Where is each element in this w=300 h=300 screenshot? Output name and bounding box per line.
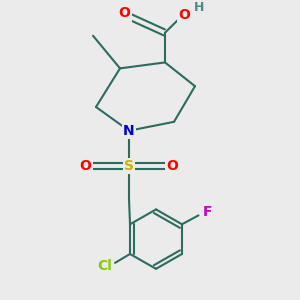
Text: O: O — [167, 159, 178, 173]
Text: O: O — [118, 6, 130, 20]
Text: F: F — [203, 206, 212, 219]
Text: O: O — [178, 8, 190, 22]
Text: O: O — [80, 159, 92, 173]
Text: H: H — [194, 1, 205, 14]
Text: S: S — [124, 159, 134, 173]
Text: Cl: Cl — [97, 259, 112, 273]
Text: N: N — [123, 124, 135, 138]
